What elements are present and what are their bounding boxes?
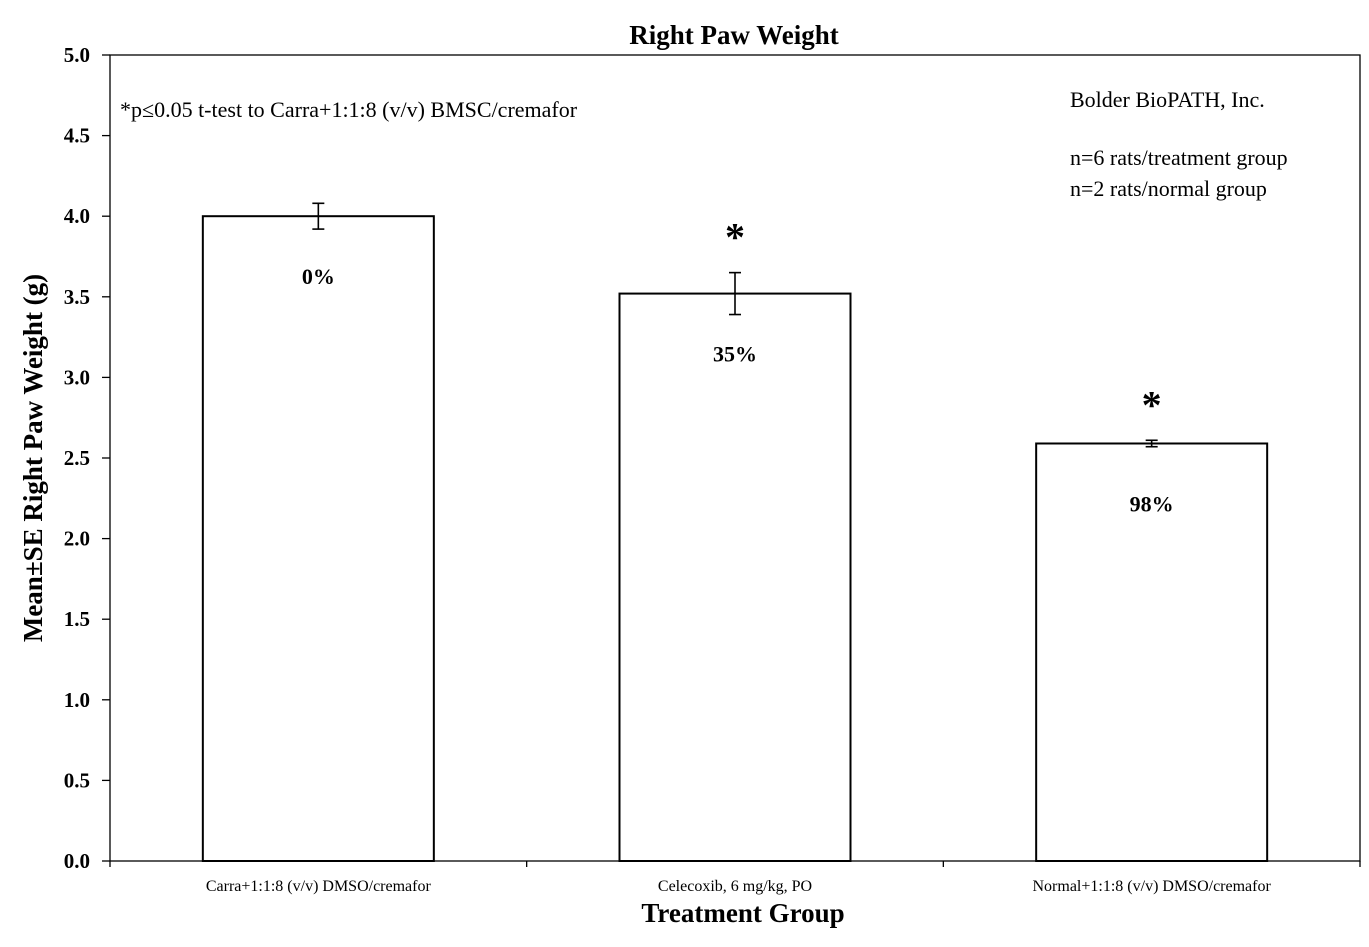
y-tick-label: 2.5 <box>64 446 90 470</box>
significance-marker: * <box>1142 382 1162 427</box>
bar <box>201 215 435 862</box>
x-tick-label: Celecoxib, 6 mg/kg, PO <box>658 878 812 895</box>
chart-title: Right Paw Weight <box>629 20 839 50</box>
y-tick-label: 3.0 <box>64 365 90 389</box>
significance-footnote: *p≤0.05 t-test to Carra+1:1:8 (v/v) BMSC… <box>120 97 578 122</box>
bar <box>1035 442 1269 862</box>
y-tick-label: 2.0 <box>64 527 90 551</box>
axes-layer: 0.0 0.5 1.0 1.5 2.0 2.5 3.0 3.5 4.0 4.5 5.0 Carra+1… <box>64 43 1361 895</box>
y-tick-label: 1.5 <box>64 607 90 631</box>
bar-data-label: 0% <box>302 264 335 289</box>
bar <box>618 292 852 862</box>
y-tick-label: 3.5 <box>64 285 90 309</box>
n-normal-note: n=2 rats/normal group <box>1070 176 1267 201</box>
x-axis-title: Treatment Group <box>641 898 844 928</box>
x-tick-label: Carra+1:1:8 (v/v) DMSO/cremafor <box>206 878 432 895</box>
y-tick-label: 5.0 <box>64 43 90 67</box>
significance-marker: * <box>725 215 745 260</box>
y-tick-label: 4.0 <box>64 204 90 228</box>
y-tick-label: 0.0 <box>64 849 90 873</box>
bars-layer: 0% 35% * 98% * <box>201 202 1269 862</box>
y-tick-label: 1.0 <box>64 688 90 712</box>
bar-data-label: 98% <box>1130 491 1174 516</box>
x-tick-label: Normal+1:1:8 (v/v) DMSO/cremafor <box>1033 878 1272 895</box>
bar-data-label: 35% <box>713 342 757 367</box>
y-axis-title: Mean±SE Right Paw Weight (g) <box>18 274 48 642</box>
y-tick-label: 0.5 <box>64 768 90 792</box>
lab-name: Bolder BioPATH, Inc. <box>1070 87 1265 112</box>
y-tick-label: 4.5 <box>64 124 90 148</box>
n-treatment-note: n=6 rats/treatment group <box>1070 145 1288 170</box>
